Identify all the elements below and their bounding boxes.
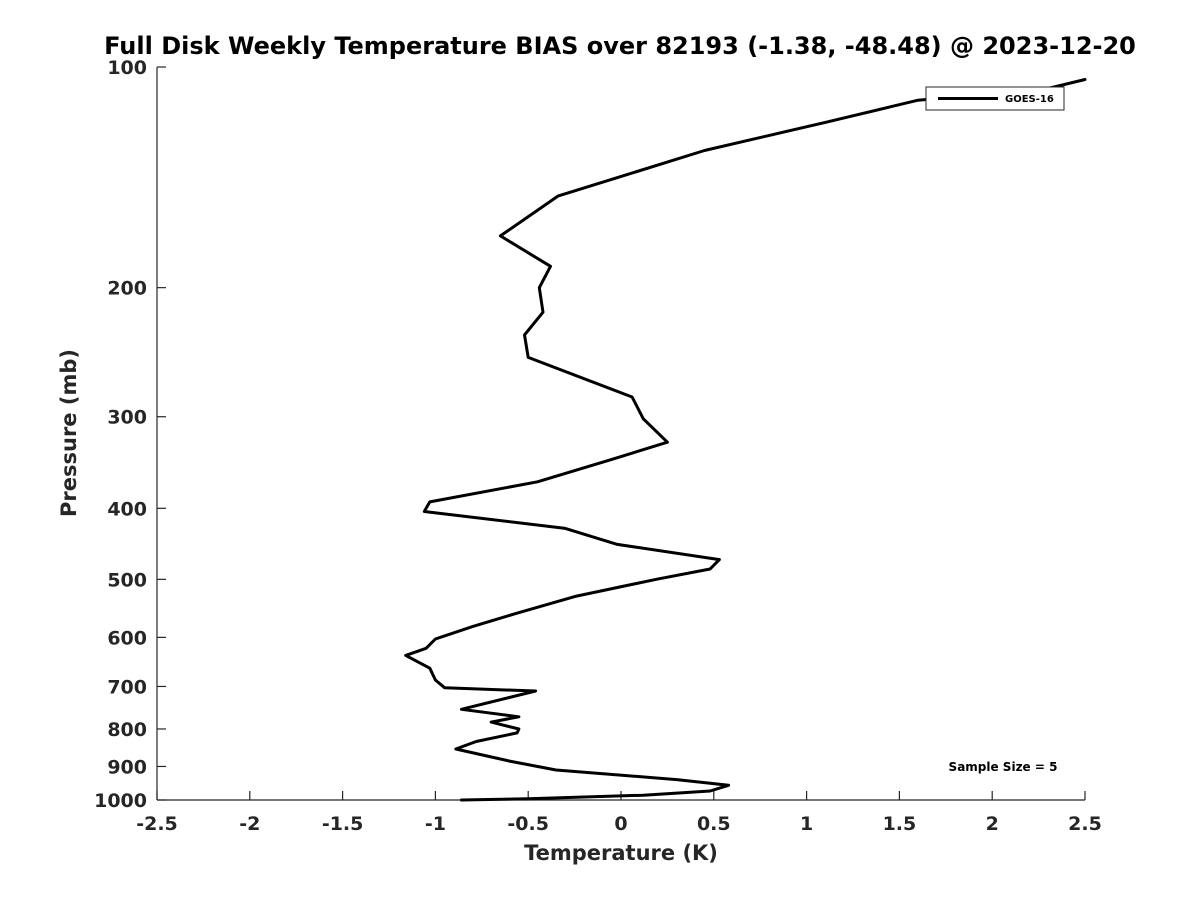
x-tick-label: -2.5: [136, 813, 178, 835]
x-tick-label: -1: [425, 813, 446, 835]
x-tick-label: 2.5: [1068, 813, 1102, 835]
x-tick-label: 1.5: [883, 813, 917, 835]
y-tick-label: 800: [107, 719, 147, 741]
x-axis-label: Temperature (K): [524, 841, 718, 865]
y-tick-label: 300: [107, 407, 147, 429]
legend-entry-goes-16: GOES-16: [1005, 94, 1054, 105]
y-tick-label: 500: [107, 569, 147, 591]
x-tick-label: 0: [614, 813, 627, 835]
y-tick-label: 1000: [94, 790, 147, 812]
y-tick-label: 700: [107, 676, 147, 698]
chart-title: Full Disk Weekly Temperature BIAS over 8…: [104, 32, 1136, 60]
x-tick-label: -1.5: [322, 813, 364, 835]
y-axis-label: Pressure (mb): [57, 349, 81, 517]
x-tick-label: -0.5: [507, 813, 549, 835]
x-tick-label: -2: [239, 813, 260, 835]
plot-area: [157, 67, 1085, 800]
series-layer: [404, 78, 1087, 802]
x-tick-label: 2: [986, 813, 999, 835]
y-tick-label: 600: [107, 627, 147, 649]
y-tick-label: 200: [107, 278, 147, 300]
x-tick-label: 1: [800, 813, 813, 835]
y-tick-label: 400: [107, 498, 147, 520]
y-tick-label: 900: [107, 756, 147, 778]
legend: GOES-16: [925, 86, 1065, 111]
x-tick-label: 0.5: [697, 813, 731, 835]
x-axis-ticks: -2.5 -2 -1.5 -1 -0.5 0 0.5 1 1.5 2 2.5: [136, 791, 1102, 835]
y-tick-label: 100: [107, 57, 147, 79]
sample-size-annotation: Sample Size = 5: [949, 760, 1058, 774]
series-line-goes-16: [404, 78, 1087, 802]
y-axis-ticks: 100 200 300 400 500 600 700 800 900 1000: [94, 57, 166, 812]
